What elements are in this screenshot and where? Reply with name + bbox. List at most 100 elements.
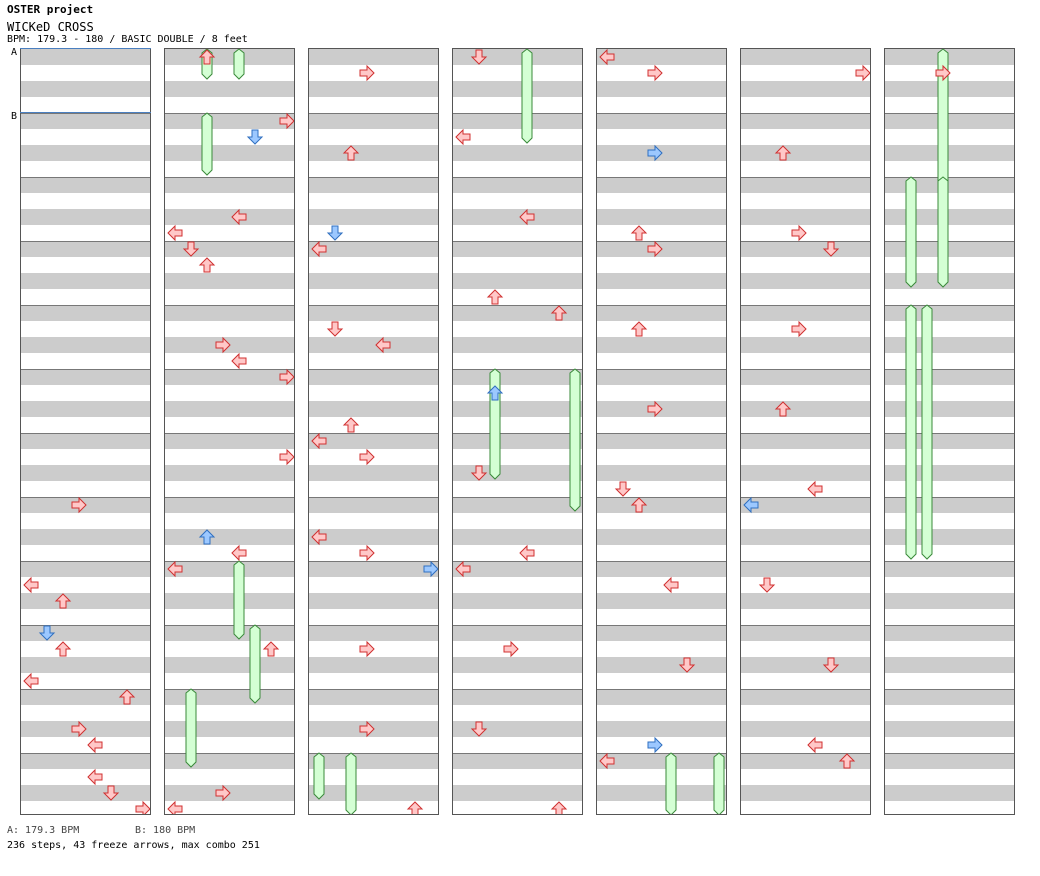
chart-column [884, 48, 1015, 815]
beat-line [165, 177, 294, 178]
arrow-icon [167, 800, 183, 814]
beat-line [453, 497, 582, 498]
beat-stripe [885, 497, 1014, 513]
beat-line [597, 497, 726, 498]
beat-stripe [21, 401, 150, 417]
beat-stripe [453, 657, 582, 673]
beat-line [885, 625, 1014, 626]
arrow-icon [647, 736, 663, 754]
beat-stripe [21, 305, 150, 321]
beat-stripe [453, 689, 582, 705]
arrow-icon [231, 208, 247, 226]
chart-column [740, 48, 871, 815]
beat-stripe [741, 337, 870, 353]
arrow-icon [758, 577, 776, 593]
arrow-icon [599, 49, 615, 66]
beat-stripe [885, 369, 1014, 385]
beat-stripe [885, 337, 1014, 353]
beat-line [597, 305, 726, 306]
freeze-arrow-icon [519, 49, 535, 144]
beat-line [165, 561, 294, 562]
beat-line [309, 177, 438, 178]
beat-line [309, 497, 438, 498]
freeze-arrow-icon [231, 560, 247, 640]
beat-line [21, 497, 150, 498]
beat-line [453, 369, 582, 370]
arrow-icon [54, 641, 72, 657]
beat-stripe [885, 145, 1014, 161]
beat-stripe [597, 497, 726, 513]
beat-stripe [165, 49, 294, 65]
arrow-icon [231, 352, 247, 370]
beat-line [597, 561, 726, 562]
beat-line [21, 433, 150, 434]
beat-stripe [453, 209, 582, 225]
arrow-icon [342, 417, 360, 433]
beat-stripe [885, 785, 1014, 801]
arrow-icon [455, 128, 471, 146]
beat-stripe [21, 785, 150, 801]
beat-line [165, 433, 294, 434]
beat-line [741, 177, 870, 178]
arrow-icon [406, 801, 424, 814]
beat-stripe [21, 113, 150, 129]
beat-line [453, 753, 582, 754]
beat-stripe [165, 465, 294, 481]
beat-stripe [741, 689, 870, 705]
bpm-info: BPM: 179.3 - 180 / BASIC DOUBLE / 8 feet [7, 34, 248, 45]
beat-stripe [741, 785, 870, 801]
beat-stripe [21, 369, 150, 385]
beat-stripe [309, 561, 438, 577]
beat-stripe [885, 81, 1014, 97]
arrow-icon [486, 289, 504, 305]
beat-line [453, 113, 582, 114]
beat-stripe [21, 593, 150, 609]
beat-stripe [597, 49, 726, 65]
arrow-icon [791, 320, 807, 338]
bpm-legend-a: A: 179.3 BPM [7, 825, 80, 836]
arrow-icon [647, 64, 663, 82]
beat-stripe [597, 625, 726, 641]
beat-stripe [741, 369, 870, 385]
arrow-icon [807, 480, 823, 498]
beat-line [741, 241, 870, 242]
beat-stripe [165, 401, 294, 417]
beat-stripe [309, 593, 438, 609]
beat-line [21, 369, 150, 370]
beat-line [453, 689, 582, 690]
arrow-icon [71, 496, 87, 514]
arrow-icon [550, 801, 568, 814]
beat-stripe [597, 721, 726, 737]
beat-line [21, 241, 150, 242]
freeze-arrow-icon [231, 49, 247, 80]
beat-line [741, 689, 870, 690]
beat-stripe [741, 625, 870, 641]
beat-line [597, 753, 726, 754]
freeze-arrow-icon [183, 688, 199, 768]
beat-stripe [453, 145, 582, 161]
beat-stripe [309, 145, 438, 161]
arrow-icon [311, 432, 327, 450]
arrow-icon [647, 144, 663, 162]
arrow-icon [262, 641, 280, 657]
beat-stripe [309, 401, 438, 417]
beat-stripe [309, 337, 438, 353]
beat-line [309, 625, 438, 626]
bpm-marker-label: B [11, 111, 18, 122]
freeze-arrow-icon [343, 752, 359, 814]
beat-stripe [165, 657, 294, 673]
arrow-icon [647, 240, 663, 258]
beat-stripe [741, 209, 870, 225]
beat-stripe [309, 81, 438, 97]
beat-stripe [165, 177, 294, 193]
arrow-icon [326, 321, 344, 337]
beat-stripe [309, 433, 438, 449]
beat-stripe [453, 337, 582, 353]
beat-stripe [165, 305, 294, 321]
beat-line [885, 753, 1014, 754]
beat-stripe [453, 497, 582, 513]
beat-line [597, 113, 726, 114]
beat-stripe [165, 145, 294, 161]
beat-stripe [165, 561, 294, 577]
beat-line [309, 369, 438, 370]
